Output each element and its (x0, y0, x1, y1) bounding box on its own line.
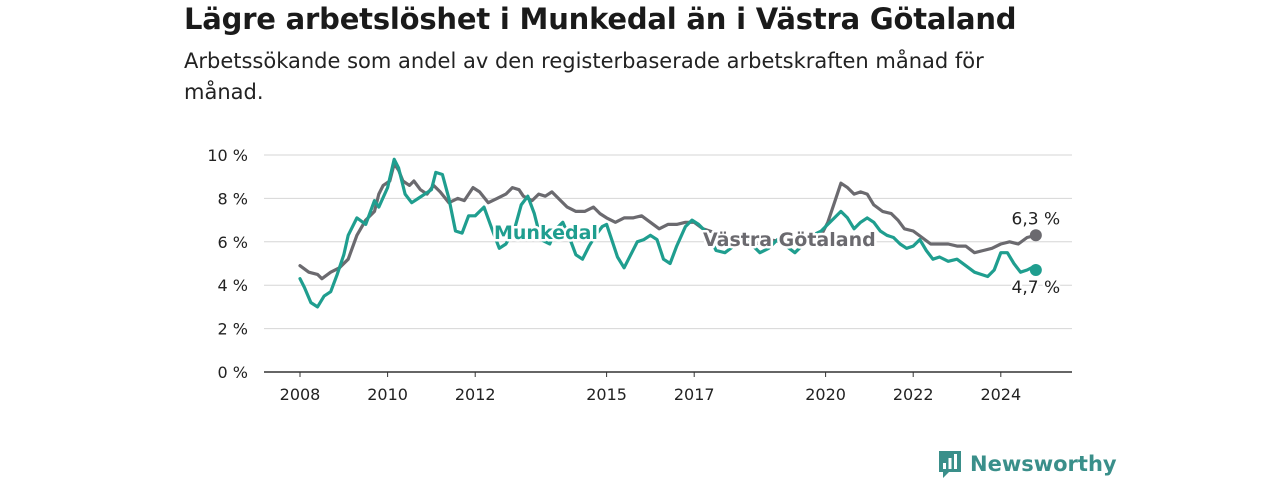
series-label-vastra-gotaland-halo: Västra Götaland (703, 229, 876, 251)
x-tick-label: 2024 (980, 385, 1021, 404)
x-tick-label: 2017 (674, 385, 715, 404)
y-tick-label: 4 % (218, 276, 248, 295)
end-value-label-munkedal-halo: 4,7 % (1012, 278, 1061, 298)
series-label-munkedal: Munkedal (494, 222, 598, 244)
series-label-munkedal-halo: Munkedal (494, 222, 598, 244)
page-title: Lägre arbetslöshet i Munkedal än i Västr… (184, 2, 1017, 36)
x-tick-label: 2012 (455, 385, 496, 404)
newsworthy-brand[interactable]: Newsworthy (937, 449, 1117, 479)
series-end-point-v-stra-g-taland (1029, 229, 1042, 242)
x-tick-label: 2008 (280, 385, 321, 404)
x-tick-label: 2020 (805, 385, 846, 404)
series-line-munkedal (298, 157, 1038, 309)
series-label-vastra-gotaland: Västra Götaland (703, 229, 876, 251)
series-lines (298, 157, 1042, 309)
y-tick-label: 6 % (218, 233, 248, 252)
end-value-label-munkedal: 4,7 % (1012, 278, 1061, 298)
y-axis-ticks: 0 % 2 % 4 % 6 % 8 % 10 % (207, 146, 248, 382)
end-value-label-vastra-gotaland: 6,3 % (1012, 209, 1061, 229)
brand-name: Newsworthy (970, 452, 1117, 476)
y-tick-label: 2 % (218, 320, 248, 339)
y-tick-label: 8 % (218, 189, 248, 208)
end-value-label-vastra-gotaland-halo: 6,3 % (1012, 209, 1061, 229)
y-tick-label: 0 % (218, 363, 248, 382)
x-tick-label: 2010 (367, 385, 408, 404)
x-tick-label: 2022 (893, 385, 934, 404)
x-tick-label: 2015 (586, 385, 627, 404)
grid-lines (264, 154, 1072, 330)
y-tick-label: 10 % (207, 146, 248, 165)
series-end-point-munkedal (1029, 264, 1042, 277)
page-subtitle: Arbetssökande som andel av den registerb… (184, 49, 984, 104)
x-axis-ticks: 2008 2010 2012 2015 2017 2020 2022 2024 (280, 372, 1021, 404)
newsworthy-logo-icon (939, 451, 961, 478)
